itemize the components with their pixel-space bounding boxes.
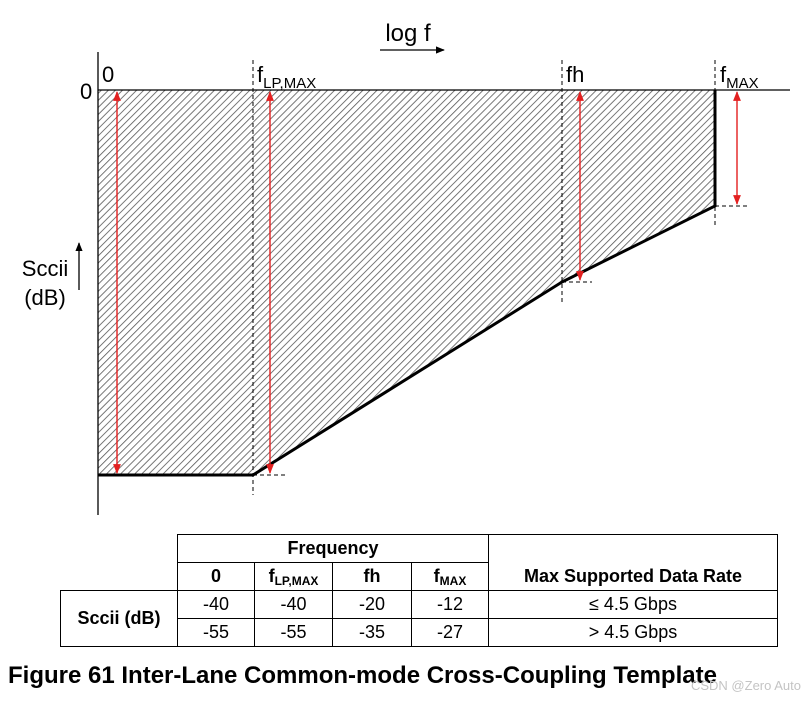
cell-value: -35 <box>332 618 412 647</box>
row-label: Sccii (dB) <box>60 590 178 647</box>
rate-header: Max Supported Data Rate <box>488 562 778 591</box>
cell-rate: ≤ 4.5 Gbps <box>488 590 778 619</box>
cell-value: -55 <box>254 618 333 647</box>
template-diagram: log f Sccii (dB) 0 0 fLP,MAX fh fMAX <box>22 20 790 515</box>
cell-value: -27 <box>411 618 489 647</box>
table-header-row-2: 0 fLP,MAX fh fMAX Max Supported Data Rat… <box>61 562 778 591</box>
col-header-fh: fh <box>332 562 412 591</box>
cell-value: -12 <box>411 590 489 619</box>
y-axis-title-line2: (dB) <box>24 285 66 310</box>
table-header-row-1: Frequency <box>61 534 778 563</box>
y-zero-label: 0 <box>80 79 92 104</box>
freq-label-0: 0 <box>102 62 114 87</box>
x-axis-title: log f <box>385 20 431 47</box>
cell-value: -40 <box>254 590 333 619</box>
cell-value: -40 <box>177 590 255 619</box>
hatched-region <box>98 90 715 475</box>
table-row: Sccii (dB) -40 -40 -20 -12 ≤ 4.5 Gbps <box>60 590 778 647</box>
y-axis-title-line1: Sccii <box>22 256 68 281</box>
col-header-0: 0 <box>177 562 255 591</box>
freq-label-flpmax: fLP,MAX <box>257 62 316 92</box>
col-header-fmax: fMAX <box>411 562 489 591</box>
figure-caption: Figure 61 Inter-Lane Common-mode Cross-C… <box>8 662 717 689</box>
col-header-flpmax: fLP,MAX <box>254 562 333 591</box>
frequency-group-header: Frequency <box>177 534 489 563</box>
freq-label-fh: fh <box>566 62 584 87</box>
freq-label-fmax: fMAX <box>720 62 759 92</box>
watermark: CSDN @Zero Auto <box>690 678 801 693</box>
table-row: -55 -55 -35 -27 > 4.5 Gbps <box>61 618 778 647</box>
cell-rate: > 4.5 Gbps <box>488 618 778 647</box>
cell-value: -55 <box>177 618 255 647</box>
cell-value: -20 <box>332 590 412 619</box>
limits-table: Frequency 0 fLP,MAX fh fMAX Max Supporte… <box>60 534 778 647</box>
